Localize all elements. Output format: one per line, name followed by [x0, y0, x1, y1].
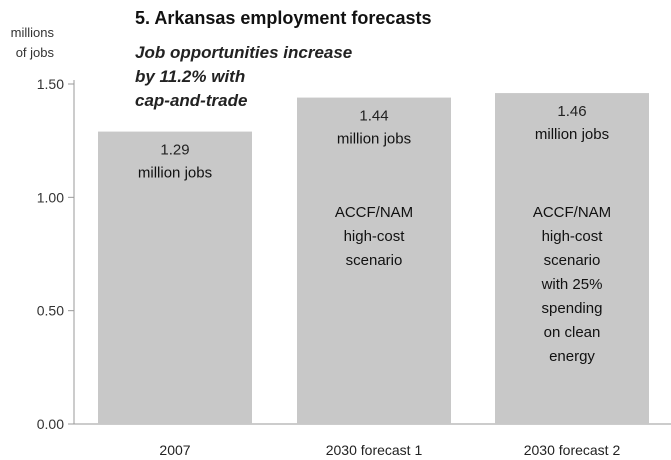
- bar-annotation-line: ACCF/NAM: [335, 204, 413, 221]
- chart-title: 5. Arkansas employment forecasts: [135, 8, 431, 28]
- bar: [495, 93, 649, 425]
- bar-annotation-line: scenario: [544, 252, 601, 269]
- subtitle: Job opportunities increase by 11.2% with…: [135, 43, 352, 110]
- unit-label: million jobs: [337, 131, 411, 148]
- data-label: 1.46: [557, 103, 586, 120]
- bar-annotation-line: high-cost: [542, 228, 604, 245]
- bar-annotation-line: ACCF/NAM: [533, 204, 611, 221]
- x-tick-label: 2030 forecast 2: [524, 442, 621, 458]
- data-label: 1.29: [160, 142, 189, 159]
- bar-annotation-line: spending: [542, 300, 603, 317]
- bar-annotation-line: on clean: [544, 324, 601, 341]
- subtitle-line: Job opportunities increase: [135, 43, 352, 62]
- bar-annotation-line: with 25%: [541, 276, 603, 293]
- y-tick-label: 0.50: [37, 303, 64, 319]
- bar: [297, 97, 451, 424]
- y-tick-label: 1.00: [37, 189, 64, 205]
- y-axis-label-line: of jobs: [16, 45, 55, 60]
- y-axis-label: millions of jobs: [11, 25, 55, 60]
- subtitle-line: cap-and-trade: [135, 91, 247, 110]
- bar-annotation-line: energy: [549, 348, 595, 365]
- plot-area: 0.00 0.50 1.00 1.50 2007 1.29 million jobs 2030…: [37, 76, 671, 458]
- subtitle-line: by 11.2% with: [135, 67, 245, 86]
- y-tick-label: 0.00: [37, 416, 64, 432]
- y-axis-label-line: millions: [11, 25, 55, 40]
- unit-label: million jobs: [138, 165, 212, 182]
- x-tick-label: 2007: [159, 442, 190, 458]
- y-tick-label: 1.50: [37, 76, 64, 92]
- x-tick-label: 2030 forecast 1: [326, 442, 423, 458]
- bar: [98, 131, 252, 424]
- bar-annotation-line: high-cost: [344, 228, 406, 245]
- unit-label: million jobs: [535, 126, 609, 143]
- data-label: 1.44: [359, 108, 388, 125]
- bar-annotation-line: scenario: [346, 252, 403, 269]
